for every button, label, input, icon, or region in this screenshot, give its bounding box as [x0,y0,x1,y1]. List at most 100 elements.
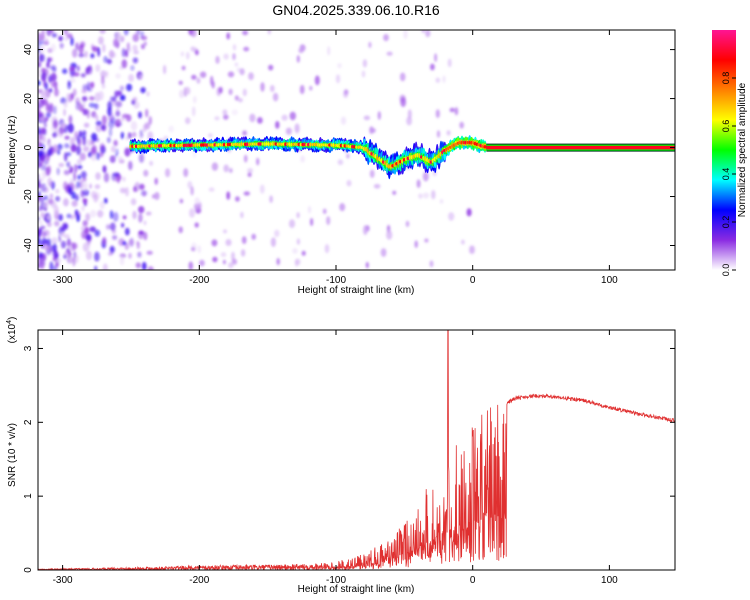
spectrogram-speckle [106,224,111,230]
spectrogram-speckle [138,206,145,214]
spectrogram-speckle [199,259,205,267]
spectrogram-speckle [399,72,406,82]
spectrogram-speckle [362,59,368,68]
spectrogram-speckle [53,205,59,215]
spectrogram-speckle [296,55,300,63]
spectrogram-speckle [109,155,116,163]
spectrogram-speckle [79,152,87,161]
spectrogram-speckle [346,180,352,187]
spectrogram-speckle [59,42,64,49]
spectrogram-speckle [47,57,53,62]
spectrogram-speckle [163,64,167,75]
spectrogram-speckle [416,179,421,188]
spectrogram-speckle [63,169,70,176]
spectrogram-speckle [240,211,244,219]
steady-band-core [486,145,675,150]
spectrogram-speckle [238,98,243,103]
spectrogram-speckle [42,90,48,99]
spectrogram-speckle [269,85,275,92]
spectrogram-speckle [38,237,41,246]
spectrogram-speckle [211,239,218,247]
spectrogram-speckle [148,116,152,125]
spectrogram-speckle [125,186,129,197]
spectrogram-speckle [95,64,101,72]
spectrogram-speckle [41,230,46,239]
spectrogram-speckle [151,194,156,199]
spectrogram-speckle [454,107,459,116]
spectrogram-speckle [240,249,246,257]
spectrogram-speckle [309,85,313,91]
spectrogram-speckle [45,230,51,240]
spectrogram-speckle [133,50,140,55]
spectrogram-speckle [70,78,76,83]
spectrogram-speckle [38,40,41,50]
colorbar-tick-label: 0.8 [721,72,731,85]
spectrogram-speckle [108,50,115,59]
spectrogram-speckle [435,109,440,118]
spectrogram-speckle [102,263,108,270]
spectrogram-speckle [80,225,86,232]
spectrogram-speckle [51,73,57,82]
spectrogram-speckle [94,103,99,110]
spectrogram-speckle [38,126,41,136]
spectrogram-speckle [95,114,99,122]
spectrogram-speckle [235,196,240,202]
spectrogram-speckle [184,86,191,95]
spectrogram-speckle [257,117,263,124]
spectrogram-speckle [126,83,133,92]
spectrogram-speckle [405,220,410,227]
spectrogram-speckle [392,190,397,195]
spectrogram-speckle [136,30,141,35]
x-tick-label: -300 [53,275,73,286]
spectrogram-speckle [231,109,238,116]
spectrogram-speckle [138,230,145,235]
spectrogram-speckle [256,157,260,166]
spectrogram-speckle [95,123,102,133]
spectrogram-speckle [103,197,108,204]
spectrogram-heatmap [38,30,675,270]
spectrogram-speckle [75,42,79,51]
spectrogram-speckle [231,251,235,261]
spectrogram-speckle [226,32,230,40]
spectrogram-speckle [327,46,331,56]
spectrogram-speckle [442,75,446,83]
spectrogram-speckle [60,231,65,237]
spectrogram-speckle [281,114,288,121]
x-tick-label: -200 [189,275,209,286]
spectrogram-speckle [130,121,138,131]
spectrogram-speckle [122,113,129,119]
spectrogram-speckle [144,122,151,130]
spectrogram-speckle [272,92,279,102]
y-tick-label: 40 [23,44,34,56]
spectrogram-speckle [49,193,54,199]
spectrogram-speckle [88,96,96,101]
spectrogram-speckle [121,48,126,58]
spectrogram-speckle [369,169,375,178]
spectrogram-speckle [248,72,254,81]
spectrogram-speckle [51,181,55,191]
spectrogram-speckle [425,30,431,38]
spectrogram-speckle [91,145,96,155]
spectrogram-speckle [132,210,137,220]
colorbar-gradient [712,30,736,270]
spectrogram-speckle [196,77,201,84]
spectrogram-speckle [194,197,200,206]
spectrogram-speckle [114,148,119,158]
spectrogram-speckle [66,152,72,157]
spectrogram-speckle [337,159,344,166]
spectrogram-speckle [130,65,135,71]
spectrogram-speckle [108,127,113,137]
spectrogram-speckle [294,123,300,134]
spectrogram-speckle [81,96,88,102]
spectrogram-speckle [242,30,249,36]
spectrogram-speckle [109,246,116,253]
spectrogram-speckle [138,111,142,119]
spectrogram-speckle [115,101,123,108]
spectrogram-speckle [119,187,127,194]
spectrogram-speckle [79,179,84,190]
spectrogram-speckle [368,41,372,49]
spectrogram-speckle [140,87,146,94]
spectrogram-speckle [38,100,41,108]
spectrogram-speckle [63,30,69,36]
